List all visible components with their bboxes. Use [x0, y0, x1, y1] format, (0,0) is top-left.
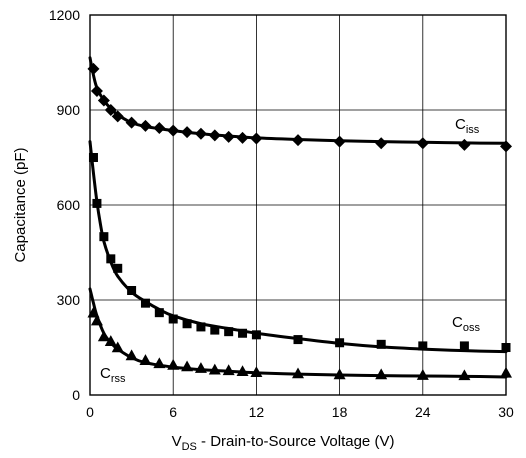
y-tick-label-1200: 1200 [49, 7, 80, 23]
coss-point-3 [106, 254, 116, 264]
coss-point-4 [113, 263, 123, 273]
ciss-point-0 [87, 62, 100, 75]
coss-curve [88, 140, 508, 354]
coss-point-20 [501, 343, 511, 352]
coss-point-1 [92, 198, 102, 208]
x-tick-label-6: 6 [169, 404, 177, 420]
crss-point-7 [153, 357, 166, 369]
ciss-point-12 [222, 130, 235, 143]
crss-point-12 [222, 364, 235, 376]
ciss-point-1 [90, 85, 103, 97]
crss-point-13 [236, 365, 249, 377]
crss-curve [88, 287, 508, 379]
coss-point-13 [238, 328, 248, 338]
ciss-series-label: Ciss [455, 116, 480, 136]
coss-label-main: C [452, 314, 463, 331]
coss-point-15 [293, 335, 303, 345]
crss-point-0 [87, 306, 100, 318]
ciss-point-15 [292, 134, 304, 147]
grid-lines [90, 15, 506, 395]
y-tick-label-600: 600 [57, 197, 81, 213]
x-axis-label-subscript: DS [182, 441, 197, 453]
ciss-point-3 [104, 104, 117, 116]
ciss-point-6 [139, 119, 152, 132]
x-axis-label-prefix: V [172, 433, 182, 450]
ciss-point-10 [194, 127, 207, 140]
ciss-point-17 [375, 137, 388, 150]
coss-label-sub: oss [463, 322, 481, 334]
coss-point-6 [140, 298, 150, 308]
crss-point-19 [458, 369, 471, 381]
crss-point-17 [375, 368, 388, 380]
y-tick-label-0: 0 [72, 387, 80, 403]
coss-point-8 [168, 314, 178, 324]
coss-point-12 [224, 327, 234, 337]
ciss-point-20 [500, 140, 512, 153]
ciss-label-sub: iss [466, 124, 480, 136]
crss-point-18 [416, 369, 429, 380]
x-tick-label-24: 24 [415, 404, 431, 420]
ciss-point-14 [250, 132, 263, 145]
ciss-point-7 [153, 122, 166, 135]
crss-point-16 [333, 368, 346, 380]
ciss-point-5 [125, 116, 138, 129]
crss-label-sub: rss [111, 373, 126, 385]
coss-point-14 [251, 330, 261, 340]
coss-point-17 [376, 339, 386, 349]
crss-point-2 [97, 330, 110, 342]
y-tick-label-900: 900 [57, 102, 81, 118]
ciss-curve [88, 56, 508, 145]
ciss-point-16 [333, 135, 346, 148]
plot-frame [89, 14, 507, 396]
ciss-point-9 [181, 126, 194, 139]
crss-label-main: C [100, 365, 111, 382]
crss-point-4 [111, 341, 124, 353]
crss-point-11 [208, 363, 221, 375]
crss-point-14 [250, 366, 263, 377]
crss-point-10 [194, 362, 207, 373]
coss-point-19 [459, 341, 469, 351]
crss-point-1 [90, 314, 103, 326]
series-curves [88, 56, 508, 379]
crss-point-6 [139, 354, 152, 365]
x-tick-label-12: 12 [249, 404, 265, 420]
coss-point-10 [196, 322, 206, 332]
coss-point-2 [99, 232, 109, 242]
crss-point-20 [500, 366, 512, 378]
ciss-point-8 [167, 124, 180, 137]
coss-point-0 [88, 153, 98, 162]
ciss-point-4 [111, 110, 124, 123]
coss-point-16 [335, 338, 345, 348]
ciss-point-19 [458, 138, 471, 151]
ciss-point-11 [208, 129, 221, 142]
crss-point-9 [181, 360, 194, 372]
x-tick-label-0: 0 [86, 404, 94, 420]
ciss-point-2 [97, 94, 110, 107]
coss-series-label: Coss [452, 314, 480, 334]
coss-point-11 [210, 325, 220, 335]
coss-point-7 [154, 308, 164, 318]
x-tick-labels: 0 6 12 18 24 30 [86, 404, 514, 420]
coss-point-9 [182, 319, 192, 329]
y-tick-label-300: 300 [57, 292, 81, 308]
crss-point-8 [167, 358, 180, 370]
x-tick-label-30: 30 [498, 404, 514, 420]
coss-point-18 [418, 341, 428, 351]
ciss-point-13 [236, 131, 249, 144]
x-axis-label: VDS - Drain-to-Source Voltage (V) [172, 433, 395, 453]
crss-point-5 [125, 349, 138, 361]
ciss-point-18 [416, 137, 429, 150]
crss-point-3 [104, 335, 117, 346]
crss-series-label: Crss [100, 365, 126, 385]
coss-point-5 [127, 286, 137, 295]
ciss-label-main: C [455, 116, 466, 133]
series-markers [87, 62, 512, 381]
y-axis-label: Capacitance (pF) [12, 147, 29, 262]
crss-point-15 [292, 367, 304, 379]
y-tick-labels: 0 300 600 900 1200 [49, 7, 80, 403]
x-tick-label-18: 18 [332, 404, 348, 420]
x-axis-label-suffix: - Drain-to-Source Voltage (V) [197, 433, 395, 450]
